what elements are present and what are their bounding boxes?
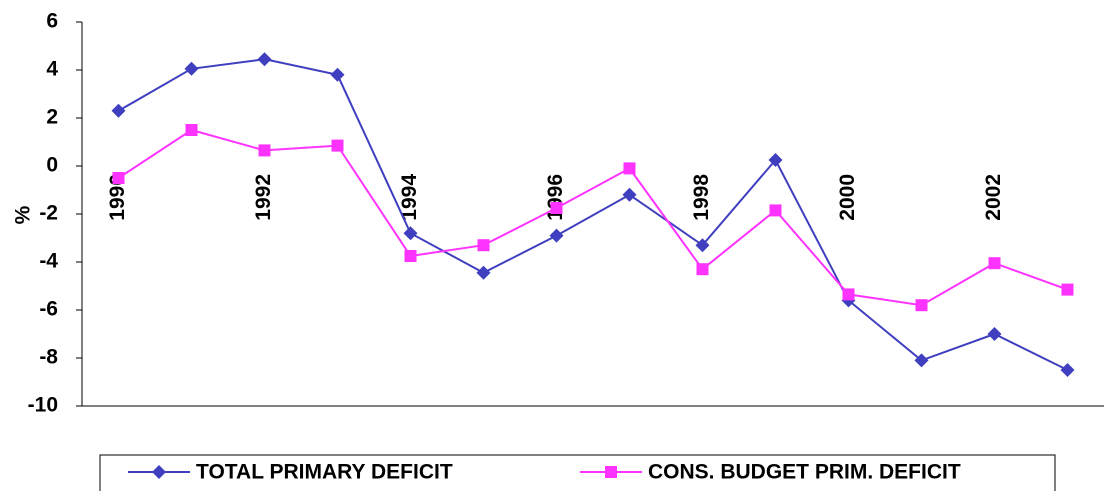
- point: [330, 67, 345, 82]
- y-tick-label: -4: [39, 250, 58, 273]
- x-tick-label: 1992: [252, 174, 275, 221]
- point: [695, 238, 710, 253]
- point: [403, 226, 418, 241]
- x-tick-label: 1994: [398, 174, 421, 221]
- x-tick-label: 1990: [106, 174, 129, 221]
- point: [1061, 283, 1074, 296]
- y-tick-label: -2: [39, 202, 58, 225]
- y-tick-label: 4: [46, 58, 58, 81]
- point: [988, 257, 1001, 270]
- point: [623, 162, 636, 175]
- point: [112, 172, 125, 184]
- point: [769, 204, 782, 217]
- point: [404, 250, 417, 262]
- point: [914, 353, 929, 368]
- legend-box: [99, 454, 1056, 491]
- point: [696, 263, 709, 276]
- point: [605, 466, 617, 478]
- point: [549, 228, 564, 243]
- point: [915, 299, 928, 312]
- point: [111, 103, 126, 118]
- x-tick-label: 1998: [690, 174, 713, 221]
- x-tick-label: 2000: [836, 174, 859, 221]
- point: [477, 239, 490, 252]
- point: [331, 139, 344, 152]
- point: [476, 265, 491, 280]
- y-tick-label: -8: [39, 346, 58, 369]
- legend-label: CONS. BUDGET PRIM. DEFICIT: [648, 461, 961, 484]
- point: [185, 124, 198, 136]
- series-line: [117, 128, 1068, 307]
- y-tick-label: 6: [46, 10, 58, 33]
- series-line: [118, 58, 1068, 371]
- point: [257, 52, 272, 67]
- point: [152, 465, 166, 479]
- y-tick-label: -6: [39, 298, 58, 321]
- point: [622, 187, 637, 202]
- point: [550, 202, 563, 214]
- y-axis-label: %: [12, 205, 35, 224]
- x-tick-label: 2002: [982, 174, 1005, 221]
- legend-label: TOTAL PRIMARY DEFICIT: [196, 461, 453, 484]
- y-tick-label: 2: [46, 106, 58, 129]
- point: [258, 144, 271, 157]
- y-tick-label: 0: [46, 154, 58, 177]
- point: [768, 153, 783, 167]
- y-tick-label: -10: [28, 394, 58, 417]
- point: [842, 288, 855, 301]
- point: [987, 327, 1002, 341]
- point: [1060, 363, 1075, 377]
- point: [184, 61, 199, 76]
